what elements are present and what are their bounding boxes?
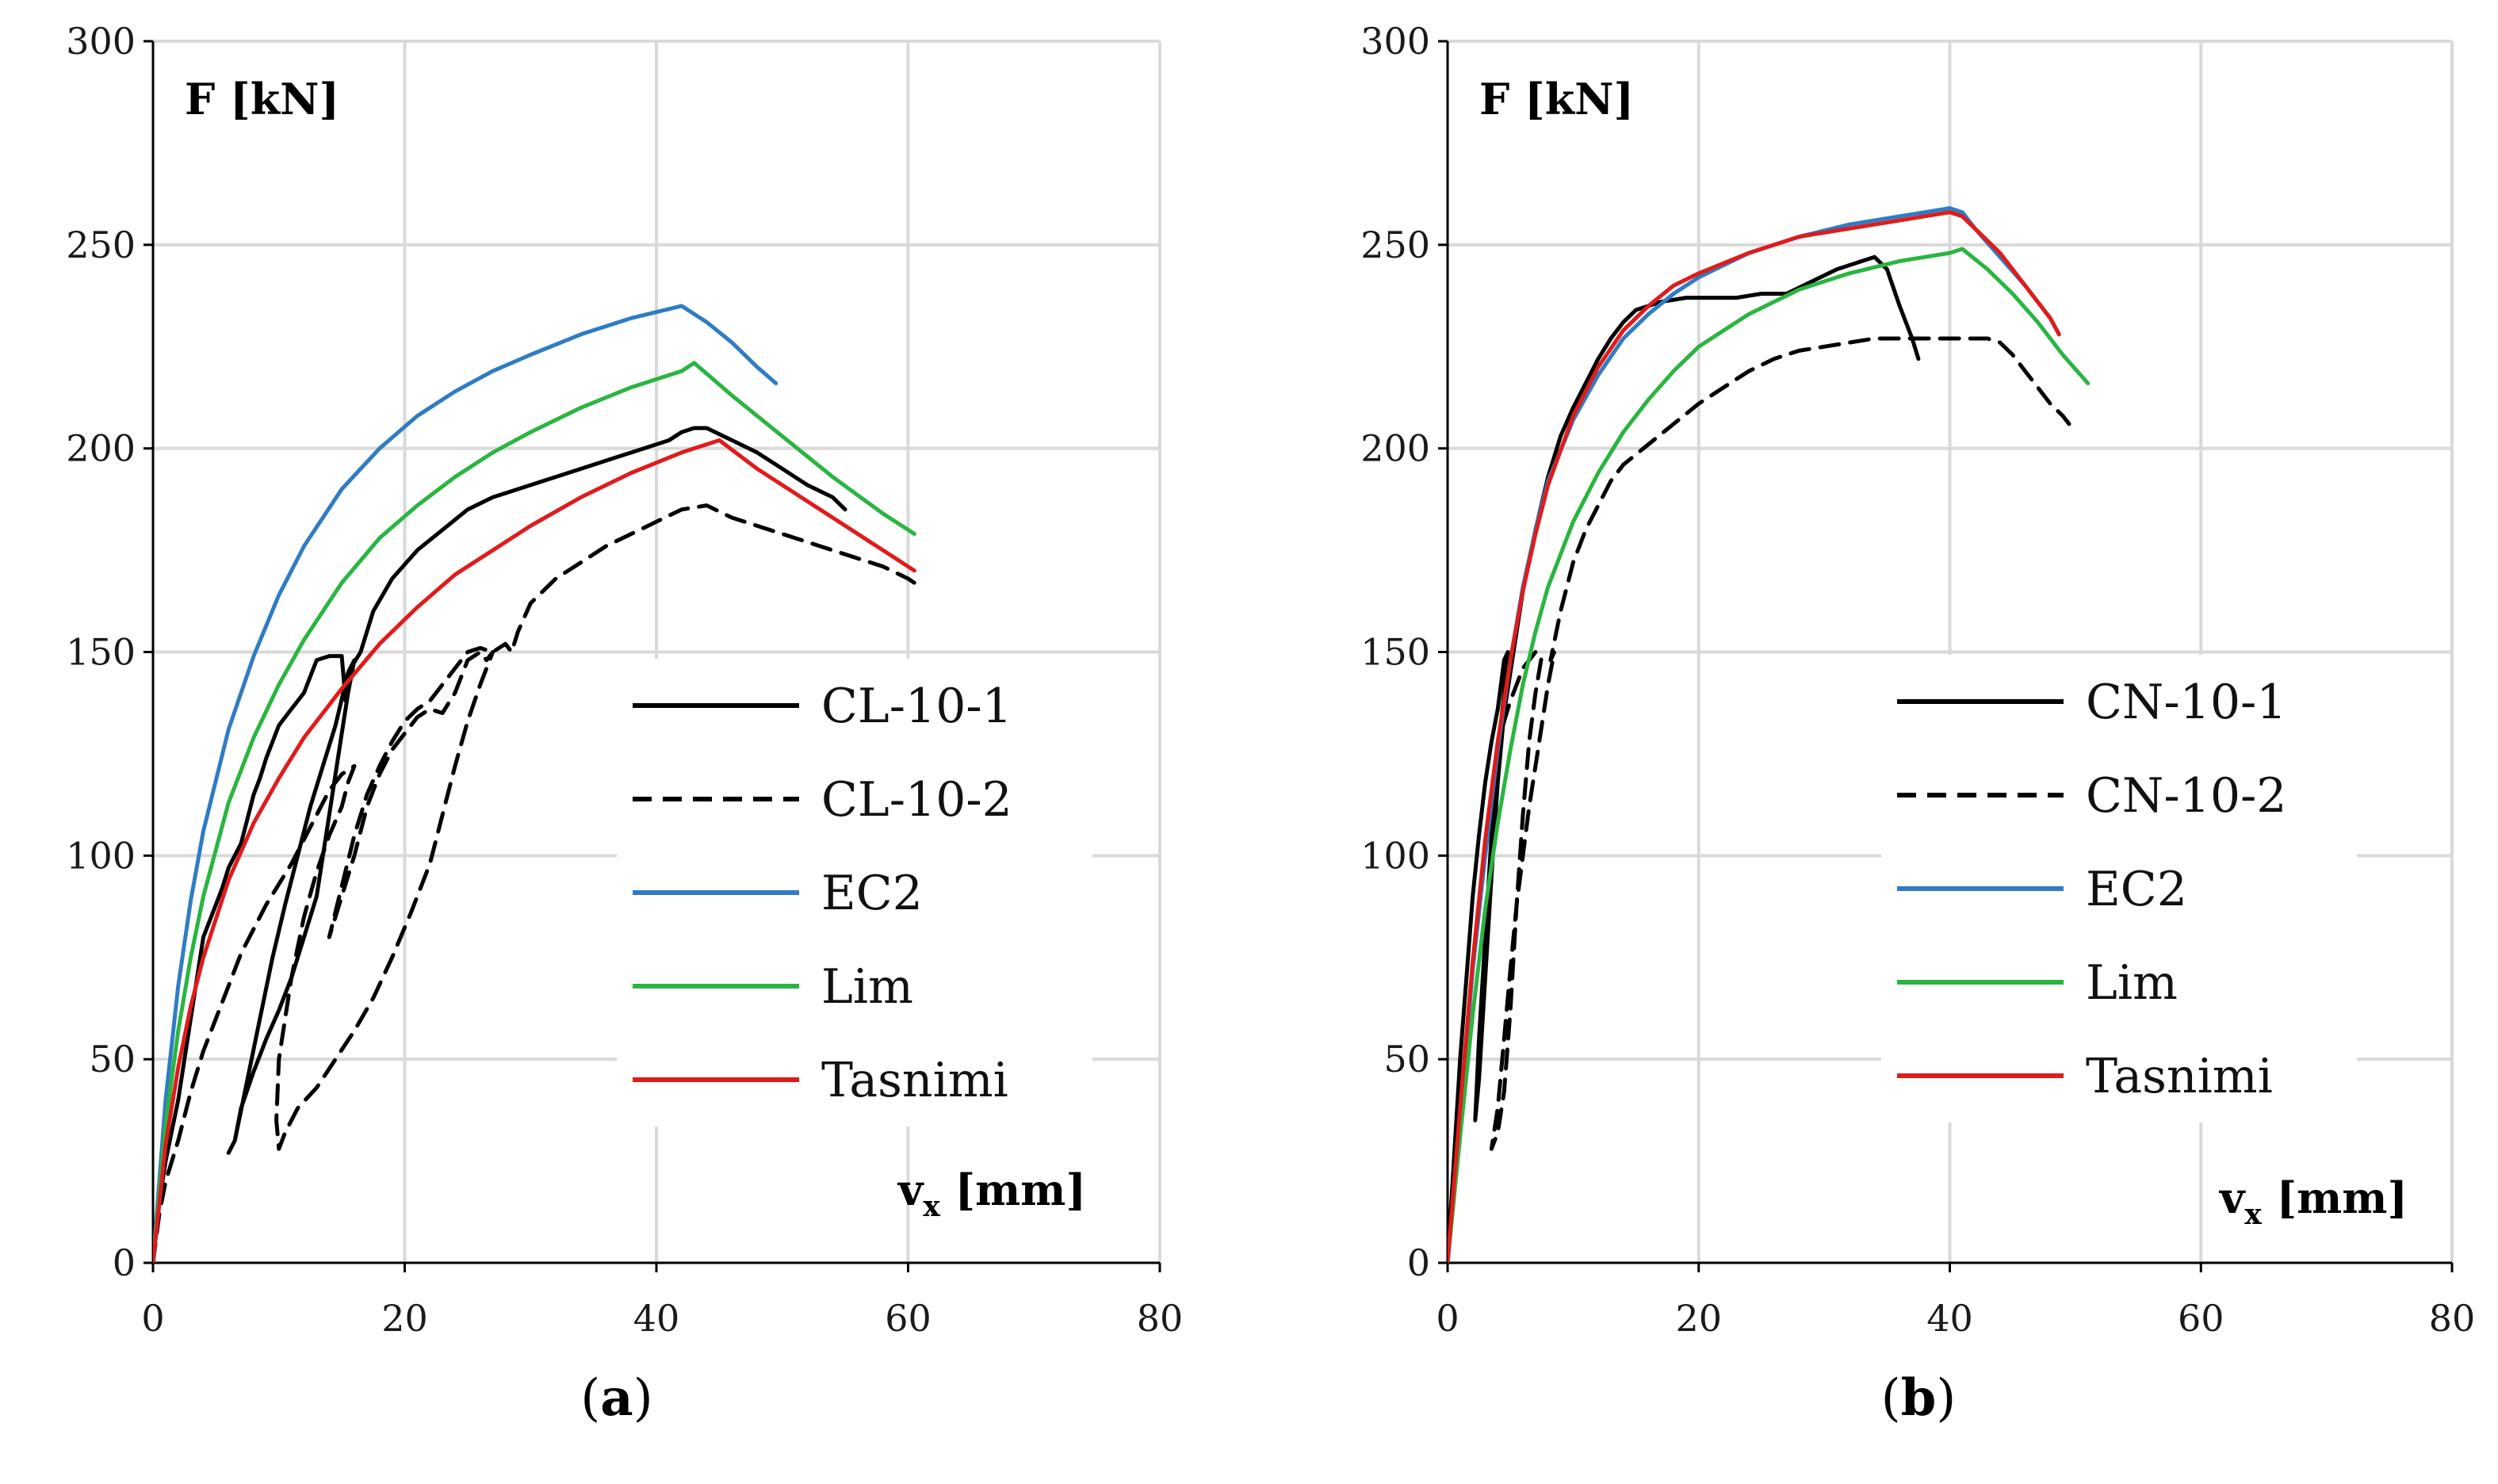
series-lim-line (153, 361, 916, 1263)
y-tick-label: 100 (66, 834, 136, 877)
x-tick-label: 60 (885, 1297, 931, 1340)
x-axis-title-var: v (2219, 1172, 2246, 1223)
legend-label-tasnimi: Tasnimi (821, 1053, 1008, 1108)
x-axis-title-unit: [mm] (2262, 1172, 2408, 1223)
legend: CN-10-1 CN-10-2 EC2 Lim Tasnimi (1897, 675, 2286, 1104)
x-tick-label: 20 (1675, 1297, 1722, 1340)
x-tick-label: 80 (1137, 1297, 1184, 1340)
y-tick-label: 300 (66, 20, 136, 63)
y-tick-label: 150 (1360, 631, 1430, 674)
legend-label-lim: Lim (2086, 955, 2178, 1011)
x-axis-title-sub: x (923, 1190, 940, 1223)
y-tick-label: 50 (1383, 1038, 1430, 1080)
y-tick-label: 250 (1360, 224, 1430, 266)
y-tick-label: 50 (89, 1038, 136, 1080)
y-tick-label: 0 (1407, 1241, 1430, 1284)
legend-label-cn-10-1: CN-10-1 (2086, 675, 2286, 730)
x-axis-title-sub: x (2244, 1198, 2262, 1231)
series-group (153, 304, 916, 1263)
y-axis-title: F [kN] (185, 74, 339, 124)
legend-label-cl-10-1: CL-10-1 (821, 679, 1012, 734)
series-ec2-line (153, 304, 778, 1263)
x-axis-title-unit: [mm] (940, 1165, 1086, 1215)
y-axis-title: F [kN] (1479, 74, 1634, 124)
legend-label-cn-10-2: CN-10-2 (2086, 768, 2286, 824)
x-tick-label: 40 (1926, 1297, 1973, 1340)
chart-panel-b: 0 50 100 150 200 250 300 0 20 40 60 80 F [kN] CN-10-1… (1360, 20, 2475, 1428)
y-tick-label: 200 (1360, 427, 1430, 470)
series-lim-line (1448, 247, 2091, 1263)
chart-panel-a: 0 50 100 150 200 250 300 0 20 40 60 80 F [kN] CL-10-1… (66, 20, 1183, 1428)
x-tick-label: 0 (141, 1297, 164, 1340)
y-tick-label: 300 (1360, 20, 1430, 63)
legend-label-cl-10-2: CL-10-2 (821, 772, 1012, 828)
series-tasnimi-line (153, 438, 916, 1263)
x-axis-title-var: v (897, 1165, 924, 1215)
y-tick-label: 100 (1360, 834, 1430, 877)
panel-label: (b) (1881, 1368, 1957, 1428)
y-tick-label: 0 (113, 1241, 136, 1284)
panel-label-letter: b (1901, 1368, 1937, 1428)
legend-label-tasnimi: Tasnimi (2086, 1049, 2273, 1104)
legend-label-ec2: EC2 (2086, 862, 2187, 917)
series-tasnimi-line (1448, 210, 2061, 1263)
panel-label-letter: a (600, 1368, 633, 1428)
series-cl-10-1-line (153, 426, 847, 1263)
x-axis-title: vx [mm] (2219, 1172, 2408, 1231)
x-tick-label: 80 (2429, 1297, 2476, 1340)
x-tick-label: 60 (2178, 1297, 2224, 1340)
panel-label: (a) (580, 1368, 652, 1428)
series-cl-10-2-line (153, 503, 916, 1263)
y-tick-label: 200 (66, 427, 136, 470)
series-group (1448, 206, 2091, 1263)
y-tick-label: 250 (66, 224, 136, 266)
series-cn-10-2-line (1448, 336, 2071, 1263)
x-tick-label: 0 (1436, 1297, 1459, 1340)
x-tick-label: 20 (381, 1297, 428, 1340)
legend-label-lim: Lim (821, 959, 913, 1015)
y-tick-label: 150 (66, 631, 136, 674)
series-cn-10-1-line (1448, 254, 1921, 1263)
x-axis-title: vx [mm] (897, 1165, 1086, 1223)
legend-label-ec2: EC2 (821, 866, 923, 921)
legend: CL-10-1 CL-10-2 EC2 Lim Tasnimi (633, 679, 1012, 1108)
x-tick-label: 40 (633, 1297, 680, 1340)
